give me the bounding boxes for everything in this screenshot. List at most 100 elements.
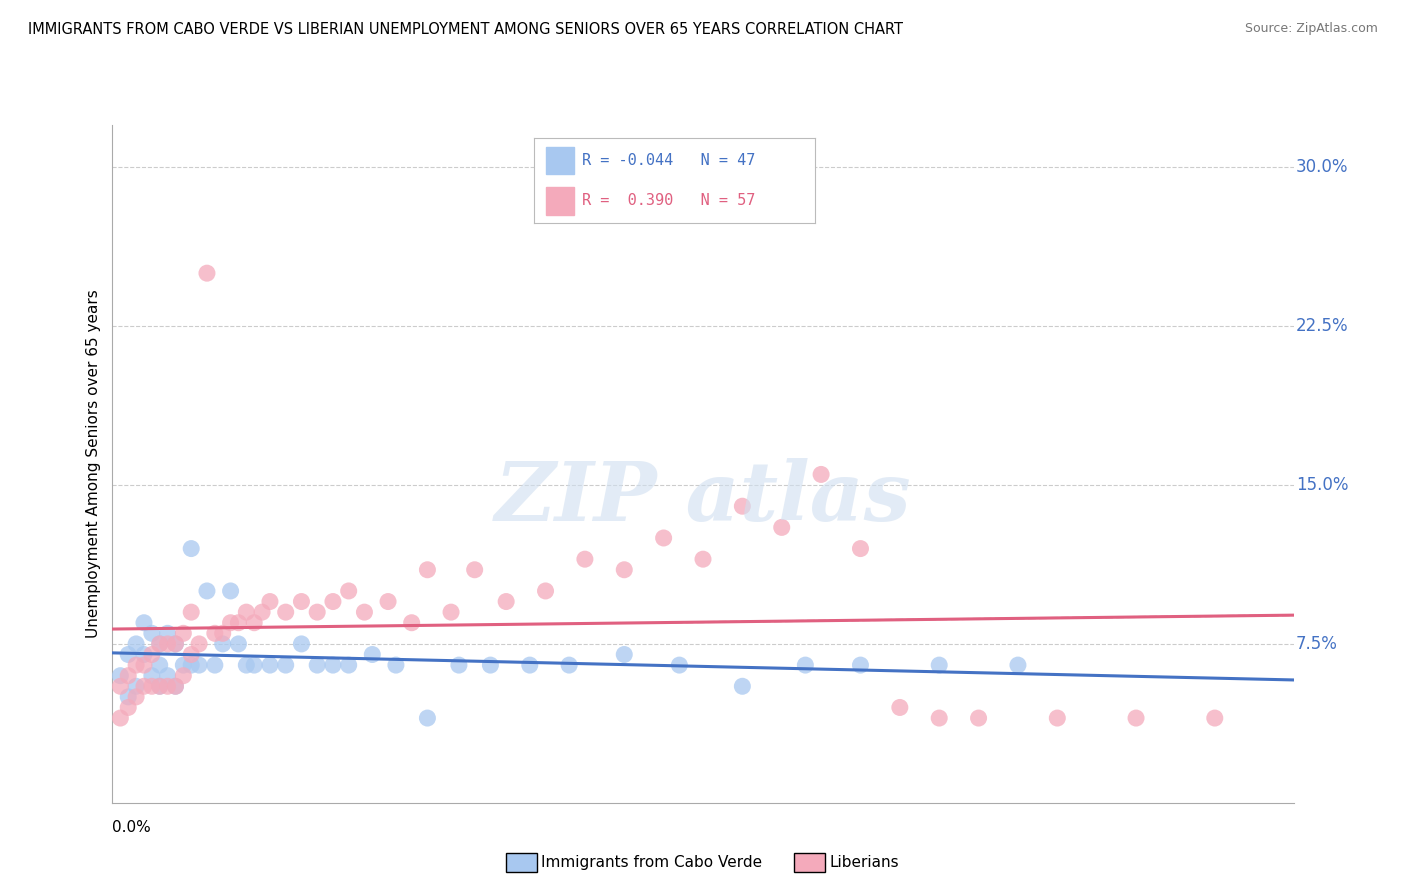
Point	[117, 700, 139, 714]
Point	[156, 626, 179, 640]
Point	[416, 563, 439, 577]
Point	[188, 637, 211, 651]
Point	[1204, 711, 1226, 725]
Point	[479, 658, 502, 673]
Point	[117, 648, 139, 662]
Point	[132, 658, 155, 673]
Point	[149, 637, 172, 651]
Point	[731, 500, 754, 514]
Point	[141, 669, 163, 683]
Point	[172, 669, 194, 683]
Point	[668, 658, 690, 673]
Point	[259, 594, 281, 608]
Text: R = -0.044   N = 47: R = -0.044 N = 47	[582, 153, 755, 168]
Point	[132, 648, 155, 662]
Point	[180, 658, 202, 673]
Bar	[546, 187, 574, 214]
Point	[385, 658, 408, 673]
Point	[204, 626, 226, 640]
Point	[967, 711, 990, 725]
Point	[228, 637, 250, 651]
Point	[692, 552, 714, 566]
Point	[228, 615, 250, 630]
Point	[180, 648, 202, 662]
Text: 22.5%: 22.5%	[1296, 318, 1348, 335]
Point	[274, 658, 297, 673]
Point	[377, 594, 399, 608]
Point	[172, 658, 194, 673]
Point	[165, 679, 187, 693]
Point	[447, 658, 470, 673]
Point	[401, 615, 423, 630]
Point	[290, 594, 312, 608]
Point	[337, 583, 360, 598]
Point	[810, 467, 832, 482]
Point	[464, 563, 486, 577]
Point	[125, 637, 148, 651]
Point	[652, 531, 675, 545]
Point	[219, 615, 242, 630]
Point	[440, 605, 463, 619]
Point	[574, 552, 596, 566]
Point	[794, 658, 817, 673]
Point	[361, 648, 384, 662]
Point	[141, 626, 163, 640]
Text: 30.0%: 30.0%	[1296, 158, 1348, 177]
Point	[110, 669, 132, 683]
Bar	[546, 147, 574, 174]
Text: R =  0.390   N = 57: R = 0.390 N = 57	[582, 194, 755, 209]
Point	[322, 658, 344, 673]
Point	[211, 626, 233, 640]
Point	[156, 669, 179, 683]
Point	[110, 711, 132, 725]
Point	[928, 658, 950, 673]
Text: Source: ZipAtlas.com: Source: ZipAtlas.com	[1244, 22, 1378, 36]
Point	[156, 679, 179, 693]
Point	[322, 594, 344, 608]
Point	[125, 690, 148, 704]
Point	[149, 679, 172, 693]
Point	[180, 605, 202, 619]
Point	[156, 637, 179, 651]
Text: 0.0%: 0.0%	[112, 820, 152, 835]
Point	[307, 605, 329, 619]
Point	[1125, 711, 1147, 725]
Point	[613, 648, 636, 662]
Point	[117, 669, 139, 683]
Point	[889, 700, 911, 714]
Point	[416, 711, 439, 725]
Point	[165, 637, 187, 651]
Point	[125, 658, 148, 673]
Text: ZIP atlas: ZIP atlas	[495, 458, 911, 538]
Point	[337, 658, 360, 673]
Point	[188, 658, 211, 673]
Point	[250, 605, 273, 619]
Point	[558, 658, 581, 673]
Point	[1046, 711, 1069, 725]
Text: 7.5%: 7.5%	[1296, 635, 1337, 653]
Point	[243, 615, 266, 630]
Text: 15.0%: 15.0%	[1296, 476, 1348, 494]
Point	[849, 658, 872, 673]
Point	[180, 541, 202, 556]
Text: Immigrants from Cabo Verde: Immigrants from Cabo Verde	[541, 855, 762, 870]
Point	[195, 583, 218, 598]
Point	[204, 658, 226, 673]
Point	[849, 541, 872, 556]
Point	[290, 637, 312, 651]
Point	[172, 626, 194, 640]
Point	[165, 679, 187, 693]
Text: IMMIGRANTS FROM CABO VERDE VS LIBERIAN UNEMPLOYMENT AMONG SENIORS OVER 65 YEARS : IMMIGRANTS FROM CABO VERDE VS LIBERIAN U…	[28, 22, 903, 37]
Point	[235, 605, 257, 619]
Point	[195, 266, 218, 280]
Point	[165, 637, 187, 651]
Point	[211, 637, 233, 651]
Text: Liberians: Liberians	[830, 855, 900, 870]
Point	[235, 658, 257, 673]
Point	[132, 679, 155, 693]
Point	[259, 658, 281, 673]
Point	[613, 563, 636, 577]
Point	[149, 637, 172, 651]
Point	[495, 594, 517, 608]
Point	[1007, 658, 1029, 673]
